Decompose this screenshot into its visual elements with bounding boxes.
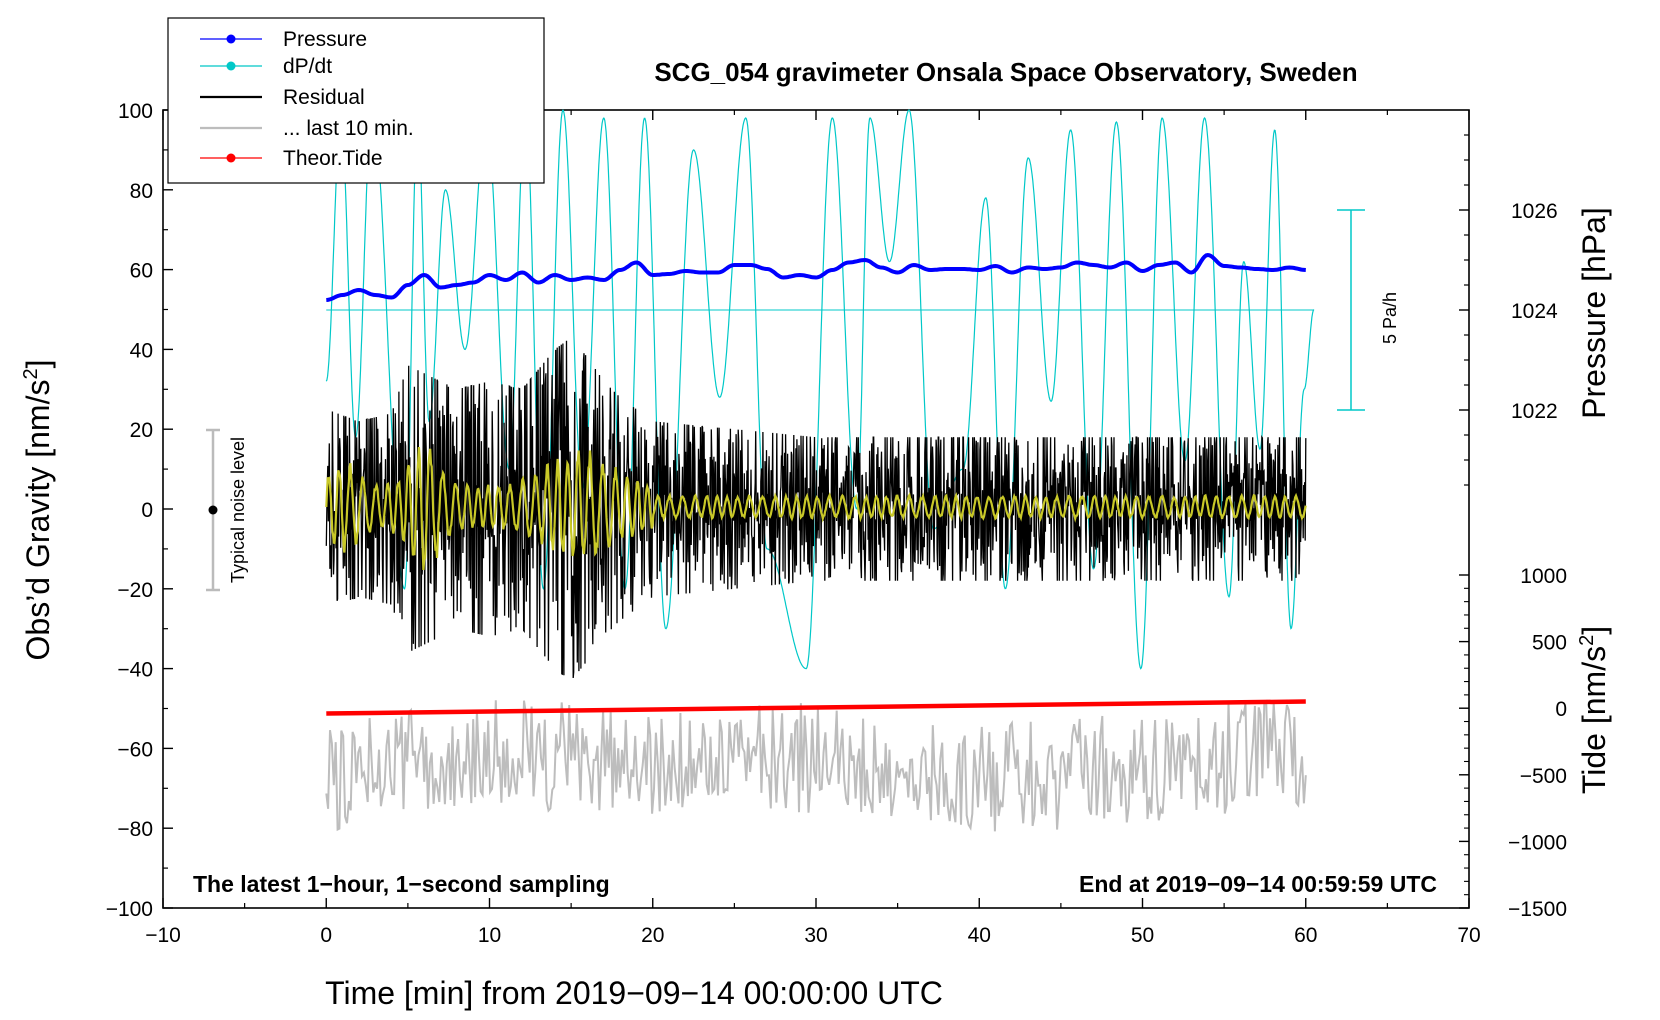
y-left-tick-label: −40 — [117, 659, 153, 682]
y-axis-tide-title-text: Tide [nm/s — [1576, 646, 1612, 794]
legend-swatch-marker — [226, 153, 236, 163]
scale-bar-label: 5 Pa/h — [1380, 292, 1400, 344]
legend-item: Pressure — [200, 28, 367, 51]
y-left-tick-label: 40 — [130, 339, 153, 362]
tide-tick-label: 500 — [1532, 632, 1567, 655]
legend-item: Residual — [200, 86, 365, 109]
legend-item: dP/dt — [200, 55, 332, 78]
pressure-tick-label: 1024 — [1511, 300, 1558, 323]
legend-swatch-marker — [226, 61, 236, 71]
chart-title: SCG_054 gravimeter Onsala Space Observat… — [654, 57, 1357, 87]
x-tick-label: 40 — [968, 924, 991, 947]
tide-tick-label: −1000 — [1508, 831, 1567, 854]
theoretical-tide-line — [326, 699, 1306, 716]
y-axis-tide-title: Tide [nm/s2] — [1576, 626, 1612, 794]
axis-ticks: −10 0 10 20 30 40 50 60 70100806040200−20−40−60−… — [106, 100, 1567, 947]
y-axis-pressure-title: Pressure [hPa] — [1576, 207, 1612, 419]
tide-tick-label: −1500 — [1508, 898, 1567, 921]
legend-label: Pressure — [283, 28, 367, 51]
x-tick-label: −10 — [145, 924, 181, 947]
x-tick-label: 50 — [1131, 924, 1154, 947]
dpdt-scale-bar: 5 Pa/h — [1337, 209, 1400, 411]
legend-label: ... last 10 min. — [283, 117, 414, 140]
legend-label: dP/dt — [283, 55, 332, 78]
y-axis-left-title: Obs’d Gravity [nm/s2] — [20, 360, 56, 661]
residual-line — [325, 340, 1307, 679]
tide-tick-label: −500 — [1520, 765, 1567, 788]
y-axis-left-title-close: ] — [20, 360, 56, 369]
y-left-tick-label: 60 — [130, 260, 153, 283]
y-left-tick-label: −80 — [117, 818, 153, 841]
legend-item: Theor.Tide — [200, 147, 383, 170]
residual-filtered-line — [325, 447, 1307, 571]
legend-label: Theor.Tide — [283, 147, 383, 170]
legend-item: ... last 10 min. — [200, 117, 414, 140]
noise-bar-label: Typical noise level — [228, 437, 248, 583]
y-left-tick-label: −100 — [106, 898, 153, 921]
y-left-tick-label: 80 — [130, 180, 153, 203]
tide-tick-label: 0 — [1555, 698, 1567, 721]
y-axis-tide-title-sup: 2 — [1576, 635, 1598, 646]
x-axis-title: Time [min] from 2019−09−14 00:00:00 UTC — [325, 975, 943, 1011]
x-tick-label: 70 — [1457, 924, 1480, 947]
chart-legend: Pressure dP/dt Residual ... last 10 min. The… — [167, 17, 545, 184]
typical-noise-level-bar: Typical noise level — [206, 428, 248, 592]
y-axis-left-title-text: Obs’d Gravity [nm/s — [20, 380, 56, 661]
x-tick-label: 30 — [804, 924, 827, 947]
legend-swatch-marker — [226, 34, 236, 44]
y-left-tick-label: −20 — [117, 579, 153, 602]
series-layer — [325, 109, 1315, 832]
pressure-tick-label: 1026 — [1511, 200, 1558, 223]
y-axis-tide-title-close: ] — [1576, 626, 1612, 635]
end-time-note: End at 2019−09−14 00:59:59 UTC — [1079, 871, 1437, 897]
x-tick-label: 10 — [478, 924, 501, 947]
tide-tick-label: 1000 — [1520, 565, 1567, 588]
pressure-line — [326, 252, 1306, 302]
legend-label: Residual — [283, 86, 365, 109]
sampling-note: The latest 1−hour, 1−second sampling — [193, 871, 610, 897]
y-left-tick-label: 100 — [118, 100, 153, 123]
y-left-tick-label: 20 — [130, 419, 153, 442]
pressure-tick-label: 1022 — [1511, 400, 1558, 423]
x-tick-label: 0 — [320, 924, 332, 947]
x-tick-label: 20 — [641, 924, 664, 947]
y-left-tick-label: 0 — [141, 499, 153, 522]
x-tick-label: 60 — [1294, 924, 1317, 947]
last-10-min-line — [325, 699, 1307, 832]
y-axis-left-title-sup: 2 — [20, 368, 42, 379]
y-left-tick-label: −60 — [117, 738, 153, 761]
noise-bar-center-dot — [208, 505, 218, 515]
